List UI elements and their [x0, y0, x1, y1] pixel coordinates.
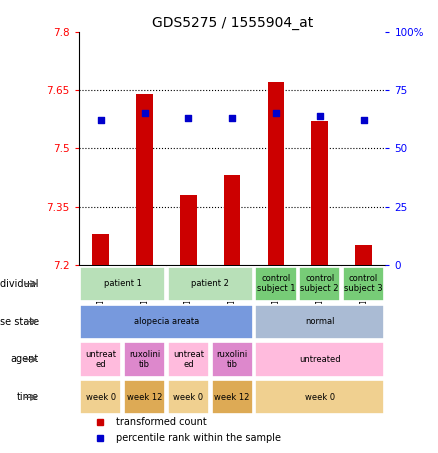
Text: control
subject 1: control subject 1	[257, 274, 295, 294]
Bar	[168, 342, 209, 376]
Point	[141, 110, 148, 117]
Bar	[255, 267, 297, 301]
Text: week 0: week 0	[305, 393, 335, 402]
Text: individual: individual	[0, 279, 39, 289]
Bar	[168, 267, 253, 301]
Bar	[180, 195, 197, 265]
Bar	[355, 246, 372, 265]
Text: untreat
ed: untreat ed	[85, 350, 116, 369]
Bar	[268, 82, 284, 265]
Bar	[92, 234, 109, 265]
Text: normal: normal	[305, 317, 335, 326]
Bar	[224, 175, 240, 265]
Text: ruxolini
tib: ruxolini tib	[216, 350, 248, 369]
Text: week 12: week 12	[215, 393, 250, 402]
Text: untreated: untreated	[299, 355, 341, 364]
Text: disease state: disease state	[0, 317, 39, 327]
Text: patient 2: patient 2	[191, 279, 229, 288]
Text: patient 1: patient 1	[104, 279, 141, 288]
Bar	[343, 267, 384, 301]
Bar	[255, 304, 384, 339]
Text: percentile rank within the sample: percentile rank within the sample	[116, 433, 281, 443]
Bar	[212, 381, 253, 414]
Text: time: time	[17, 392, 39, 402]
Text: control
subject 2: control subject 2	[300, 274, 339, 294]
Bar	[80, 342, 121, 376]
Bar	[255, 342, 384, 376]
Text: GDS5275 / 1555904_at: GDS5275 / 1555904_at	[152, 16, 313, 30]
Point	[97, 117, 104, 124]
Text: control
subject 3: control subject 3	[344, 274, 383, 294]
Text: ruxolini
tib: ruxolini tib	[129, 350, 160, 369]
Bar	[80, 304, 253, 339]
Text: agent: agent	[11, 354, 39, 365]
Point	[360, 117, 367, 124]
Text: transformed count: transformed count	[116, 417, 206, 427]
Point	[229, 115, 236, 122]
Bar	[124, 381, 165, 414]
Bar	[255, 381, 384, 414]
Text: untreat
ed: untreat ed	[173, 350, 204, 369]
Text: week 0: week 0	[86, 393, 116, 402]
Bar	[124, 342, 165, 376]
Bar	[80, 267, 165, 301]
Bar	[136, 94, 153, 265]
Bar	[168, 381, 209, 414]
Bar	[311, 121, 328, 265]
Point	[185, 115, 192, 122]
Point	[272, 110, 279, 117]
Text: alopecia areata: alopecia areata	[134, 317, 199, 326]
Bar	[80, 381, 121, 414]
Text: week 12: week 12	[127, 393, 162, 402]
Point	[316, 112, 323, 119]
Bar	[299, 267, 340, 301]
Text: week 0: week 0	[173, 393, 203, 402]
Bar	[212, 342, 253, 376]
